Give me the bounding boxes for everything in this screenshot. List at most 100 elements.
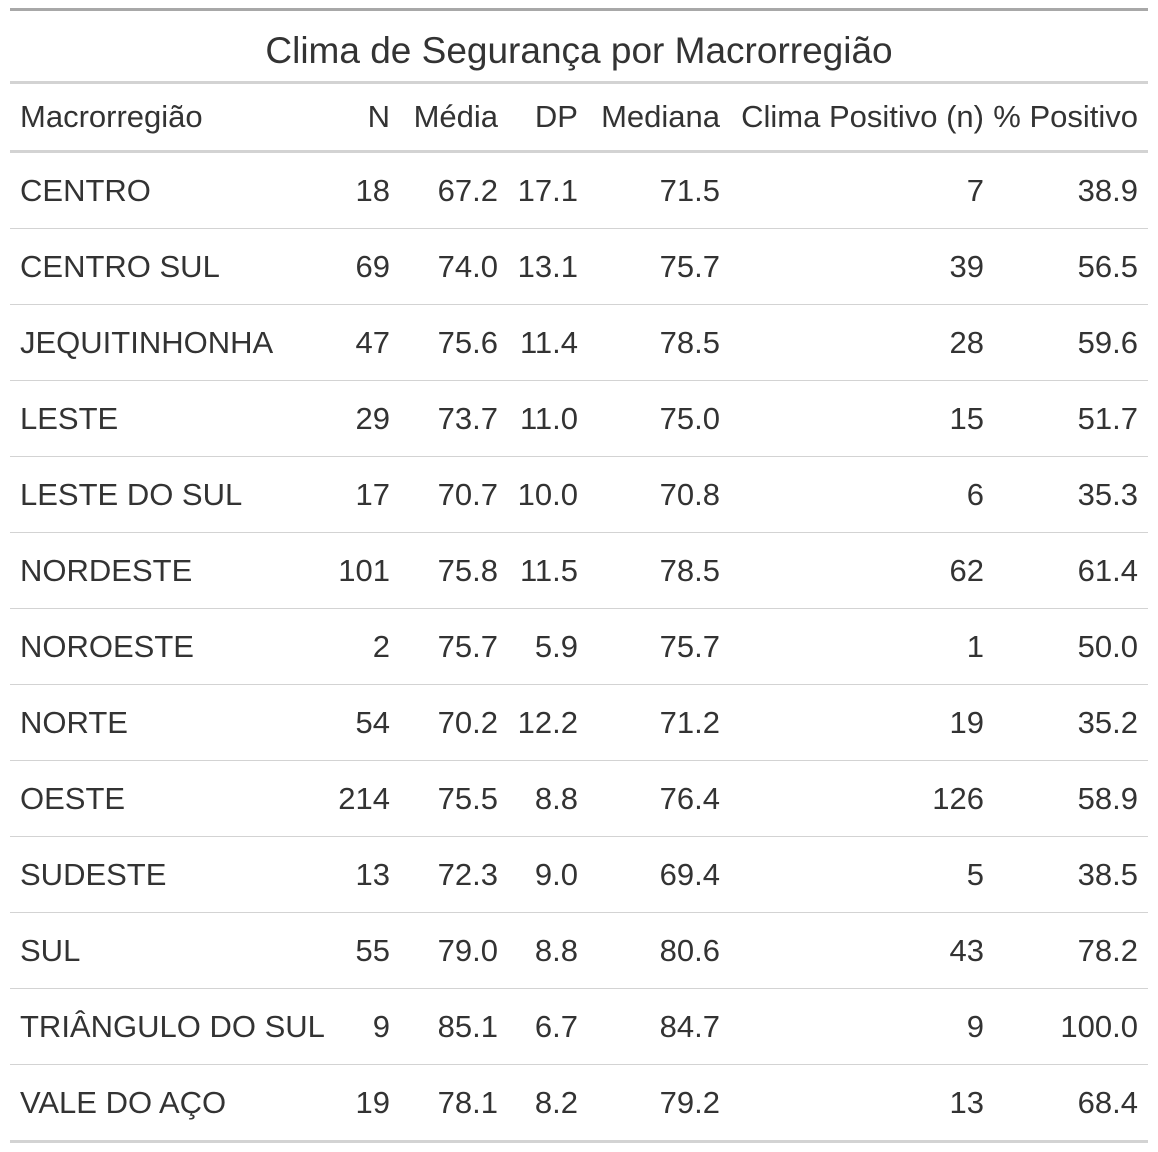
data-table: Macrorregião N Média DP Mediana Clima Po… xyxy=(10,84,1148,1143)
cell-dp: 11.0 xyxy=(498,380,578,457)
cell-macrorregiao: OESTE xyxy=(10,760,326,837)
cell-media: 79.0 xyxy=(390,912,498,989)
cell-n: 2 xyxy=(326,608,390,685)
cell-media: 70.7 xyxy=(390,456,498,533)
table-row: CENTRO 18 67.2 17.1 71.5 7 38.9 xyxy=(10,151,1148,229)
cell-mediana: 78.5 xyxy=(578,304,720,381)
cell-media: 75.7 xyxy=(390,608,498,685)
header-clima-positivo-n: Clima Positivo (n) xyxy=(720,84,984,153)
cell-mediana: 69.4 xyxy=(578,836,720,913)
cell-mediana: 71.2 xyxy=(578,684,720,761)
table-row: SUDESTE 13 72.3 9.0 69.4 5 38.5 xyxy=(10,836,1148,913)
cell-dp: 8.2 xyxy=(498,1064,578,1143)
cell-mediana: 75.7 xyxy=(578,608,720,685)
cell-n: 47 xyxy=(326,304,390,381)
cell-macrorregiao: VALE DO AÇO xyxy=(10,1064,326,1143)
cell-clima-positivo-n: 62 xyxy=(720,532,984,609)
cell-dp: 5.9 xyxy=(498,608,578,685)
cell-mediana: 75.7 xyxy=(578,228,720,305)
cell-n: 18 xyxy=(326,151,390,229)
cell-media: 75.6 xyxy=(390,304,498,381)
cell-macrorregiao: LESTE xyxy=(10,380,326,457)
cell-percent-positivo: 35.3 xyxy=(984,456,1148,533)
table-container: Clima de Segurança por Macrorregião Macr… xyxy=(10,8,1148,1143)
table-row: CENTRO SUL 69 74.0 13.1 75.7 39 56.5 xyxy=(10,228,1148,305)
cell-macrorregiao: CENTRO SUL xyxy=(10,228,326,305)
cell-percent-positivo: 59.6 xyxy=(984,304,1148,381)
header-row: Macrorregião N Média DP Mediana Clima Po… xyxy=(10,84,1148,153)
header-macrorregiao: Macrorregião xyxy=(10,84,326,153)
cell-media: 72.3 xyxy=(390,836,498,913)
cell-percent-positivo: 68.4 xyxy=(984,1064,1148,1143)
cell-n: 54 xyxy=(326,684,390,761)
cell-clima-positivo-n: 7 xyxy=(720,151,984,229)
cell-percent-positivo: 100.0 xyxy=(984,988,1148,1065)
cell-dp: 11.5 xyxy=(498,532,578,609)
cell-macrorregiao: NORDESTE xyxy=(10,532,326,609)
cell-dp: 12.2 xyxy=(498,684,578,761)
cell-clima-positivo-n: 39 xyxy=(720,228,984,305)
table-row: TRIÂNGULO DO SUL 9 85.1 6.7 84.7 9 100.0 xyxy=(10,988,1148,1065)
header-dp: DP xyxy=(498,84,578,153)
cell-macrorregiao: NOROESTE xyxy=(10,608,326,685)
cell-percent-positivo: 58.9 xyxy=(984,760,1148,837)
cell-clima-positivo-n: 5 xyxy=(720,836,984,913)
table-row: NOROESTE 2 75.7 5.9 75.7 1 50.0 xyxy=(10,608,1148,685)
table-row: JEQUITINHONHA 47 75.6 11.4 78.5 28 59.6 xyxy=(10,304,1148,381)
header-percent-positivo: % Positivo xyxy=(984,84,1148,153)
table-body: CENTRO 18 67.2 17.1 71.5 7 38.9 CENTRO SUL 69 74.… xyxy=(10,151,1148,1143)
cell-clima-positivo-n: 126 xyxy=(720,760,984,837)
cell-dp: 10.0 xyxy=(498,456,578,533)
cell-mediana: 70.8 xyxy=(578,456,720,533)
cell-macrorregiao: NORTE xyxy=(10,684,326,761)
table-row: LESTE DO SUL 17 70.7 10.0 70.8 6 35.3 xyxy=(10,456,1148,533)
header-mediana: Mediana xyxy=(578,84,720,153)
cell-macrorregiao: CENTRO xyxy=(10,151,326,229)
cell-clima-positivo-n: 19 xyxy=(720,684,984,761)
cell-mediana: 79.2 xyxy=(578,1064,720,1143)
cell-macrorregiao: JEQUITINHONHA xyxy=(10,304,326,381)
cell-dp: 8.8 xyxy=(498,760,578,837)
cell-clima-positivo-n: 28 xyxy=(720,304,984,381)
cell-macrorregiao: SUDESTE xyxy=(10,836,326,913)
cell-n: 214 xyxy=(326,760,390,837)
header-n: N xyxy=(326,84,390,153)
cell-media: 70.2 xyxy=(390,684,498,761)
cell-dp: 6.7 xyxy=(498,988,578,1065)
cell-macrorregiao: LESTE DO SUL xyxy=(10,456,326,533)
cell-mediana: 78.5 xyxy=(578,532,720,609)
cell-percent-positivo: 61.4 xyxy=(984,532,1148,609)
cell-clima-positivo-n: 1 xyxy=(720,608,984,685)
cell-n: 55 xyxy=(326,912,390,989)
table-row: LESTE 29 73.7 11.0 75.0 15 51.7 xyxy=(10,380,1148,457)
header-media: Média xyxy=(390,84,498,153)
cell-mediana: 80.6 xyxy=(578,912,720,989)
cell-mediana: 75.0 xyxy=(578,380,720,457)
cell-macrorregiao: TRIÂNGULO DO SUL xyxy=(10,988,326,1065)
cell-media: 73.7 xyxy=(390,380,498,457)
cell-percent-positivo: 38.5 xyxy=(984,836,1148,913)
cell-mediana: 84.7 xyxy=(578,988,720,1065)
cell-n: 19 xyxy=(326,1064,390,1143)
cell-n: 13 xyxy=(326,836,390,913)
cell-dp: 8.8 xyxy=(498,912,578,989)
cell-media: 78.1 xyxy=(390,1064,498,1143)
cell-n: 69 xyxy=(326,228,390,305)
cell-mediana: 71.5 xyxy=(578,151,720,229)
cell-percent-positivo: 50.0 xyxy=(984,608,1148,685)
table-title: Clima de Segurança por Macrorregião xyxy=(10,11,1148,84)
cell-dp: 9.0 xyxy=(498,836,578,913)
table-row: VALE DO AÇO 19 78.1 8.2 79.2 13 68.4 xyxy=(10,1064,1148,1143)
cell-n: 17 xyxy=(326,456,390,533)
cell-n: 9 xyxy=(326,988,390,1065)
cell-media: 75.8 xyxy=(390,532,498,609)
cell-percent-positivo: 51.7 xyxy=(984,380,1148,457)
cell-percent-positivo: 56.5 xyxy=(984,228,1148,305)
table-row: NORTE 54 70.2 12.2 71.2 19 35.2 xyxy=(10,684,1148,761)
cell-dp: 13.1 xyxy=(498,228,578,305)
table-row: NORDESTE 101 75.8 11.5 78.5 62 61.4 xyxy=(10,532,1148,609)
cell-clima-positivo-n: 43 xyxy=(720,912,984,989)
table-row: SUL 55 79.0 8.8 80.6 43 78.2 xyxy=(10,912,1148,989)
cell-dp: 11.4 xyxy=(498,304,578,381)
cell-percent-positivo: 78.2 xyxy=(984,912,1148,989)
